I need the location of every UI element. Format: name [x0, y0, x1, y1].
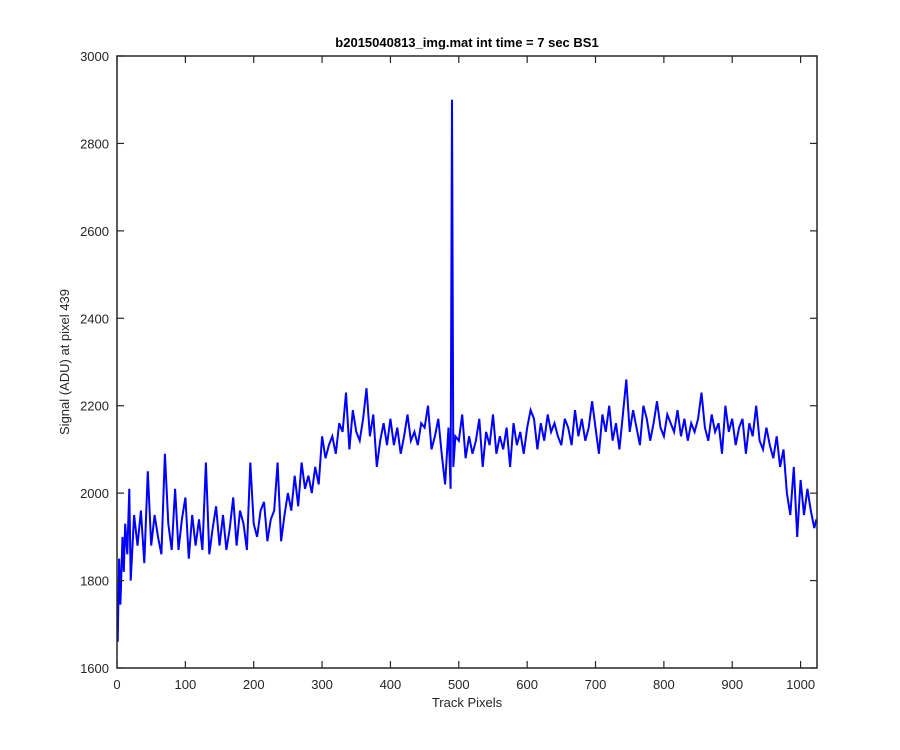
y-tick-label: 2600 — [80, 224, 109, 239]
x-tick-label: 500 — [448, 677, 470, 692]
x-tick-label: 900 — [721, 677, 743, 692]
y-tick-label: 2000 — [80, 486, 109, 501]
y-tick-label: 2800 — [80, 136, 109, 151]
y-tick-label: 2400 — [80, 311, 109, 326]
y-tick-label: 3000 — [80, 49, 109, 64]
y-tick-label: 1800 — [80, 574, 109, 589]
x-tick-label: 200 — [243, 677, 265, 692]
x-tick-label: 600 — [516, 677, 538, 692]
signal-series-line — [116, 99, 818, 642]
y-tick-label: 2200 — [80, 399, 109, 414]
x-tick-label: 700 — [585, 677, 607, 692]
y-tick-label: 1600 — [80, 661, 109, 676]
x-tick-label: 0 — [113, 677, 120, 692]
x-tick-label: 400 — [380, 677, 402, 692]
data-layer — [116, 99, 818, 642]
tick-layer: 0 100 200 300 400 500 600 700 800 900 1000 1600 1800… — [80, 49, 817, 692]
axes-box — [116, 55, 818, 669]
y-axis-label: Signal (ADU) at pixel 439 — [57, 289, 72, 435]
x-tick-label: 300 — [311, 677, 333, 692]
x-tick-label: 1000 — [786, 677, 815, 692]
chart-title: b2015040813_img.mat int time = 7 sec BS1 — [335, 35, 598, 50]
x-tick-label: 100 — [175, 677, 197, 692]
x-axis-label: Track Pixels — [432, 695, 503, 710]
plot-area — [117, 56, 817, 668]
x-tick-label: 800 — [653, 677, 675, 692]
